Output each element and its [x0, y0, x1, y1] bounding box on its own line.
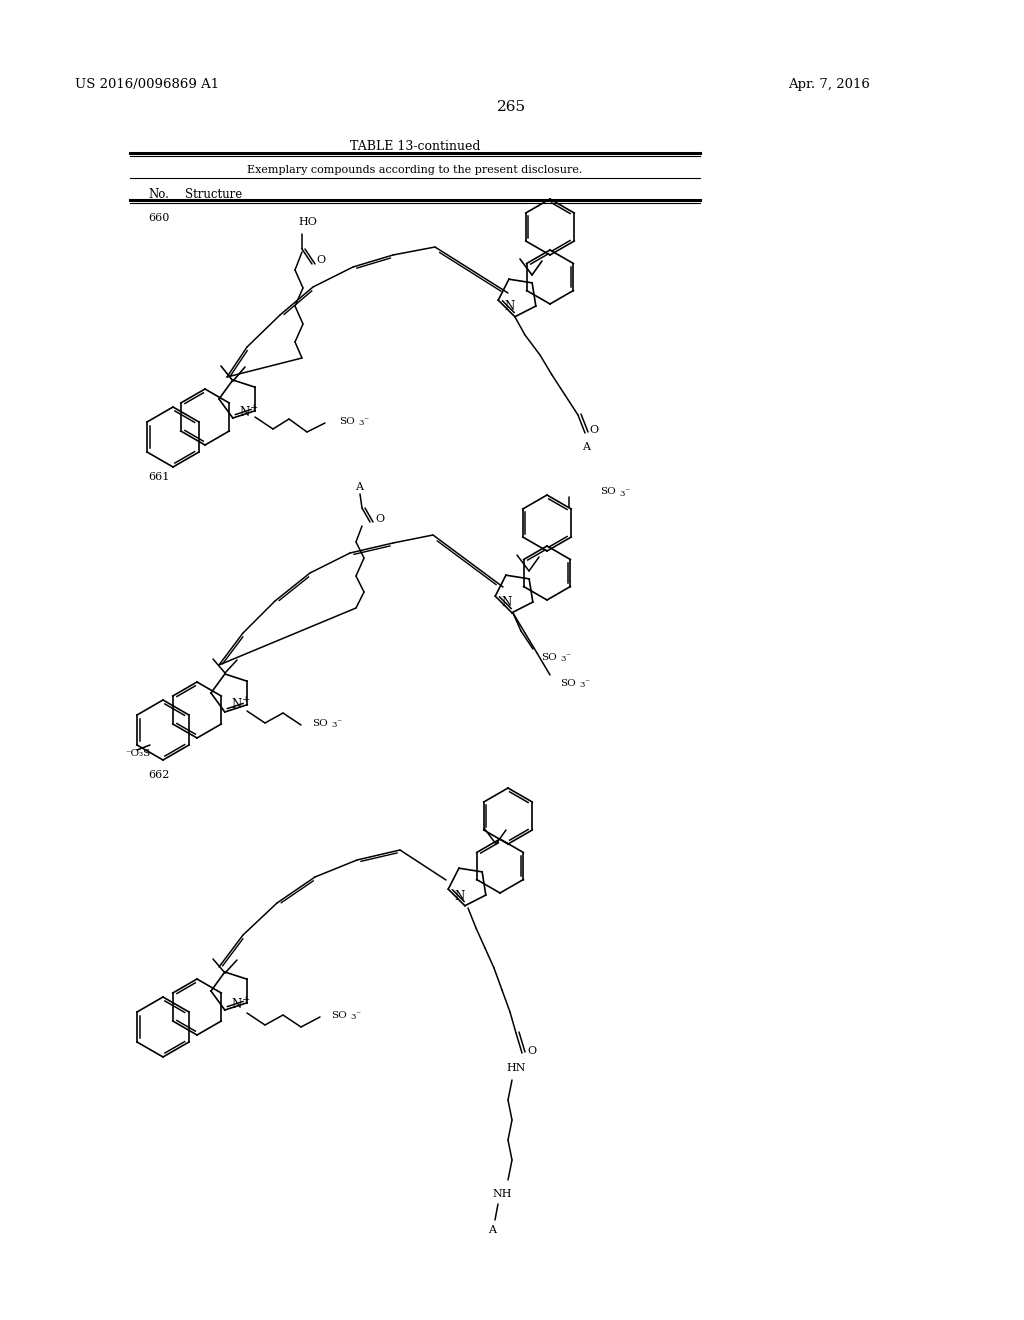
Text: ⁻: ⁻: [362, 417, 368, 425]
Text: Exemplary compounds according to the present disclosure.: Exemplary compounds according to the pre…: [248, 165, 583, 176]
Text: ⁻: ⁻: [336, 718, 341, 727]
Text: N: N: [455, 890, 465, 903]
Text: US 2016/0096869 A1: US 2016/0096869 A1: [75, 78, 219, 91]
Text: 661: 661: [148, 473, 169, 482]
Text: N: N: [240, 407, 250, 420]
Text: ⁻: ⁻: [565, 652, 570, 661]
Text: A: A: [488, 1225, 496, 1236]
Text: SO: SO: [339, 417, 354, 425]
Text: 3: 3: [350, 1012, 355, 1020]
Text: ⁻: ⁻: [624, 487, 629, 496]
Text: N: N: [505, 301, 515, 314]
Text: O: O: [527, 1045, 537, 1056]
Text: SO: SO: [541, 652, 557, 661]
Text: 265: 265: [498, 100, 526, 114]
Text: 3: 3: [579, 681, 585, 689]
Text: ⁻: ⁻: [584, 678, 589, 688]
Text: Apr. 7, 2016: Apr. 7, 2016: [788, 78, 870, 91]
Text: N: N: [231, 998, 242, 1011]
Text: N: N: [502, 597, 512, 610]
Text: O: O: [376, 513, 385, 524]
Text: ⁻O₃S: ⁻O₃S: [125, 748, 151, 758]
Text: +: +: [242, 994, 250, 1003]
Text: SO: SO: [331, 1011, 347, 1019]
Text: +: +: [250, 403, 258, 412]
Text: 3: 3: [358, 418, 364, 426]
Text: 662: 662: [148, 770, 169, 780]
Text: 3: 3: [618, 490, 625, 498]
Text: O: O: [590, 425, 599, 436]
Text: HO: HO: [298, 216, 316, 227]
Text: NH: NH: [493, 1189, 512, 1199]
Text: ⁻: ⁻: [355, 1011, 360, 1019]
Text: SO: SO: [560, 678, 575, 688]
Text: TABLE 13-continued: TABLE 13-continued: [350, 140, 480, 153]
Text: SO: SO: [600, 487, 615, 496]
Text: A: A: [582, 442, 590, 451]
Text: 3: 3: [331, 721, 336, 729]
Text: O: O: [316, 255, 326, 265]
Text: Structure: Structure: [185, 187, 243, 201]
Text: HN: HN: [506, 1063, 525, 1073]
Text: 660: 660: [148, 213, 169, 223]
Text: No.: No.: [148, 187, 169, 201]
Text: A: A: [355, 482, 362, 492]
Text: +: +: [242, 694, 250, 704]
Text: 3: 3: [560, 655, 565, 663]
Text: SO: SO: [312, 718, 328, 727]
Text: N: N: [231, 698, 242, 711]
